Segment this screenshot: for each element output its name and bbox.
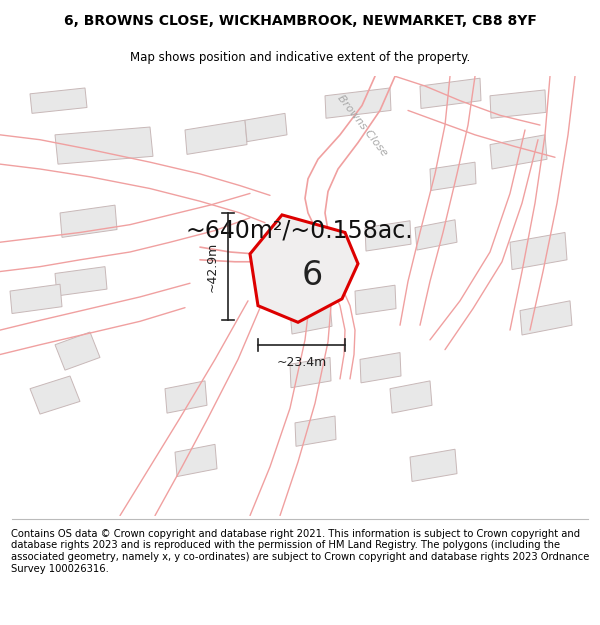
Polygon shape	[10, 284, 62, 314]
Text: Map shows position and indicative extent of the property.: Map shows position and indicative extent…	[130, 51, 470, 64]
Text: ~42.9m: ~42.9m	[205, 241, 218, 292]
Polygon shape	[30, 88, 87, 113]
Polygon shape	[410, 449, 457, 481]
Polygon shape	[185, 120, 247, 154]
Text: 6, BROWNS CLOSE, WICKHAMBROOK, NEWMARKET, CB8 8YF: 6, BROWNS CLOSE, WICKHAMBROOK, NEWMARKET…	[64, 14, 536, 28]
Polygon shape	[250, 215, 358, 322]
Polygon shape	[55, 332, 100, 370]
Polygon shape	[165, 381, 207, 413]
Polygon shape	[55, 127, 153, 164]
Text: ~23.4m: ~23.4m	[277, 356, 326, 369]
Polygon shape	[420, 78, 481, 109]
Polygon shape	[365, 221, 411, 251]
Polygon shape	[325, 88, 391, 118]
Polygon shape	[245, 113, 287, 142]
Polygon shape	[175, 444, 217, 477]
Polygon shape	[430, 162, 476, 191]
Text: 6: 6	[302, 259, 323, 292]
Polygon shape	[60, 205, 117, 238]
Text: Browns Close: Browns Close	[335, 92, 389, 158]
Polygon shape	[390, 381, 432, 413]
Polygon shape	[510, 232, 567, 269]
Text: Contains OS data © Crown copyright and database right 2021. This information is : Contains OS data © Crown copyright and d…	[11, 529, 589, 574]
Polygon shape	[30, 376, 80, 414]
Polygon shape	[490, 135, 547, 169]
Polygon shape	[55, 267, 107, 296]
Text: ~640m²/~0.158ac.: ~640m²/~0.158ac.	[185, 219, 413, 243]
Polygon shape	[290, 357, 331, 388]
Polygon shape	[360, 352, 401, 383]
Polygon shape	[290, 302, 332, 334]
Polygon shape	[295, 416, 336, 446]
Polygon shape	[490, 90, 546, 118]
Polygon shape	[520, 301, 572, 335]
Polygon shape	[415, 220, 457, 250]
Polygon shape	[355, 285, 396, 314]
